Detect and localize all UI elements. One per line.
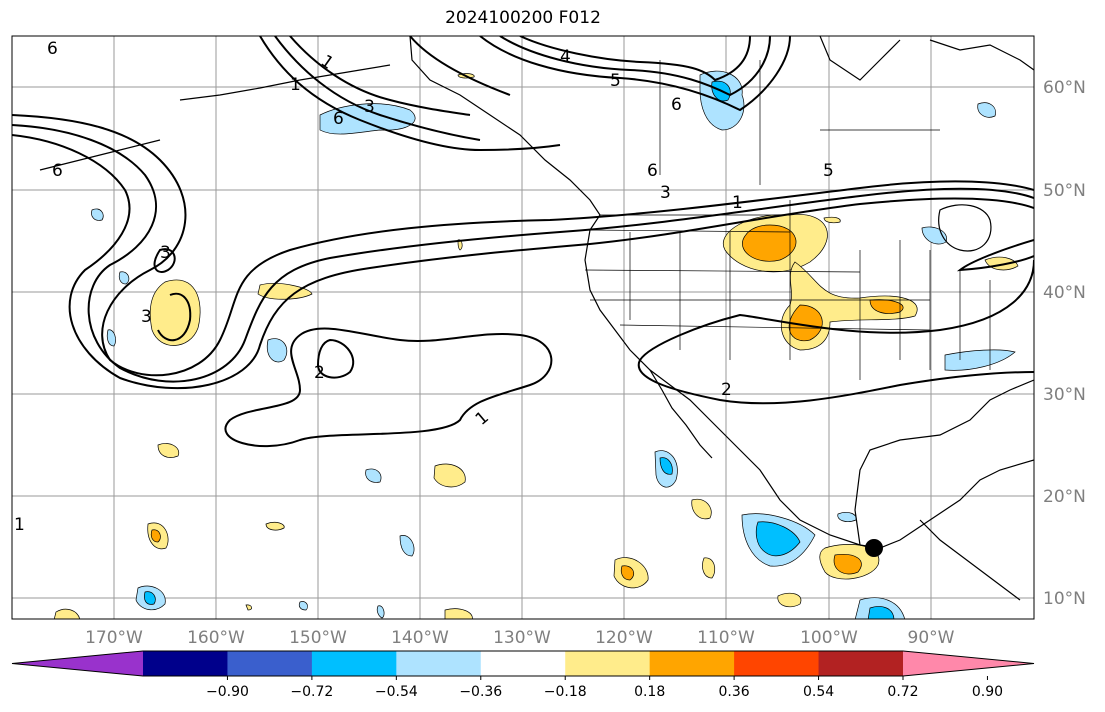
contour-label: 2: [314, 363, 325, 383]
colorbar-tick-label: −0.72: [290, 684, 333, 700]
contour-label: 1: [14, 515, 25, 535]
colorbar-tick-label: 0.54: [803, 684, 834, 700]
lat-label: 40°N: [1043, 283, 1086, 303]
colorbar-tick-label: 0.90: [972, 684, 1003, 700]
contour-label: 3: [660, 183, 671, 203]
contour-label: 3: [160, 243, 171, 263]
lon-label: 130°W: [493, 628, 551, 648]
lon-label: 150°W: [289, 628, 347, 648]
colorbar-tick-label: −0.90: [206, 684, 249, 700]
colorbar-segment: [143, 651, 228, 676]
contour-label: 4: [560, 47, 571, 67]
contour-label: 6: [47, 39, 58, 59]
map-frame: [11, 35, 1035, 620]
colorbar-segment: [227, 651, 313, 676]
lon-label: 100°W: [800, 628, 858, 648]
colorbar-extend-high: [903, 651, 1034, 676]
map-content: 6 1 4 5 6 3 6 1 5 6 3 6 1 3 3 2 1 2 1: [12, 36, 1034, 619]
gridlines: [12, 36, 1034, 619]
colorbar-tick-label: −0.18: [544, 684, 587, 700]
lat-label: 60°N: [1043, 78, 1086, 98]
contour-label: 6: [52, 161, 63, 181]
latitude-labels: 60°N 50°N 40°N 30°N 20°N 10°N: [1043, 78, 1086, 609]
lat-label: 50°N: [1043, 181, 1086, 201]
colorbar-segment: [565, 651, 651, 676]
colorbar-segment: [311, 651, 397, 676]
lon-label: 120°W: [595, 628, 653, 648]
contour-label: 2: [721, 380, 732, 400]
colorbar-tick-label: −0.54: [375, 684, 418, 700]
contour-label: 6: [333, 109, 344, 129]
storm-position-dot: [865, 539, 883, 557]
colorbar-tick-label: −0.36: [459, 684, 502, 700]
colorbar-segment: [480, 651, 566, 676]
colorbar-segment: [818, 651, 904, 676]
contour-lines: [12, 36, 1034, 448]
lon-label: 110°W: [697, 628, 755, 648]
lon-label: 140°W: [391, 628, 449, 648]
state-borders: [584, 60, 991, 380]
colorbar-tick-label: 0.18: [634, 684, 665, 700]
lon-label: 90°W: [908, 628, 955, 648]
contour-label: 3: [141, 307, 152, 327]
colorbar-tick-label: 0.36: [719, 684, 750, 700]
colorbar-extend-low: [12, 651, 143, 676]
contour-label: 1: [732, 193, 743, 213]
contour-label: 3: [364, 97, 375, 117]
lat-label: 30°N: [1043, 385, 1086, 405]
contour-label: 1: [290, 75, 301, 95]
lat-label: 20°N: [1043, 487, 1086, 507]
lat-label: 10°N: [1043, 589, 1086, 609]
map-title: 2024100200 F012: [445, 8, 601, 28]
colorbar-segment: [396, 651, 482, 676]
contour-label: 6: [647, 161, 658, 181]
colorbar-segment: [649, 651, 735, 676]
longitude-labels: 170°W 160°W 150°W 140°W 130°W 120°W 110°…: [85, 628, 955, 648]
colorbar: [11, 650, 1035, 677]
colorbar-segment: [734, 651, 820, 676]
contour-label: 5: [610, 71, 621, 91]
colorbar-outline: [11, 650, 1035, 677]
lon-label: 160°W: [187, 628, 245, 648]
colorbar-ticks: −0.90 −0.72 −0.54 −0.36 −0.18 0.18 0.36 0.54 0.7…: [206, 676, 1003, 700]
colorbar-tick-label: 0.72: [887, 684, 918, 700]
lon-label: 170°W: [85, 628, 143, 648]
coastlines: [39, 36, 1034, 601]
contour-label: 6: [671, 95, 682, 115]
contour-label: 5: [823, 161, 834, 181]
